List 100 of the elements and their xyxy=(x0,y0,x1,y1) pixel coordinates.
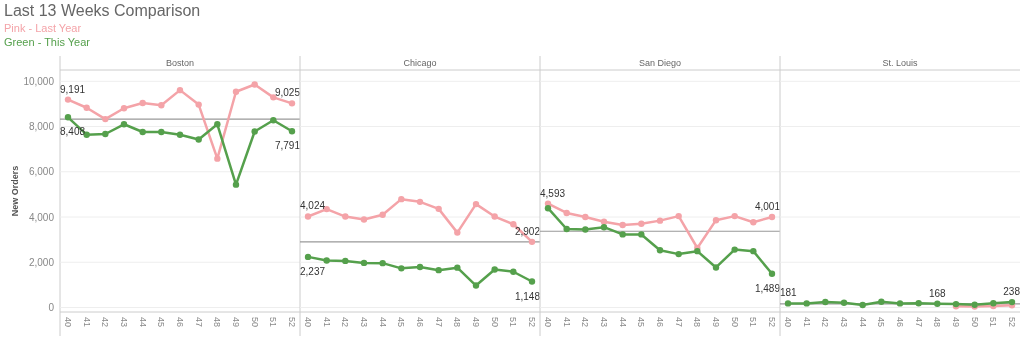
x-tick-label: 48 xyxy=(452,317,463,328)
point xyxy=(64,114,72,121)
point xyxy=(379,211,386,218)
x-tick-label: 46 xyxy=(174,317,185,328)
x-tick-label: 45 xyxy=(636,317,647,328)
point xyxy=(768,213,776,221)
x-tick-label: 42 xyxy=(580,317,591,328)
x-tick-label: 43 xyxy=(358,317,369,328)
x-tick-label: 40 xyxy=(782,317,793,328)
x-tick-label: 48 xyxy=(692,317,703,328)
data-label: 1,489 xyxy=(754,282,781,294)
x-tick-label: 49 xyxy=(230,317,241,328)
point xyxy=(712,216,720,224)
y-tick-label: 8,000 xyxy=(28,121,55,133)
point xyxy=(528,238,536,246)
point xyxy=(454,264,461,271)
point xyxy=(638,231,645,238)
x-tick-label: 47 xyxy=(673,317,684,328)
y-tick-label: 10,000 xyxy=(23,75,55,87)
point xyxy=(360,259,368,267)
x-tick-label: 51 xyxy=(988,317,999,328)
x-tick-label: 48 xyxy=(212,317,223,328)
x-tick-label: 47 xyxy=(433,317,444,328)
x-tick-label: 51 xyxy=(268,317,279,328)
point xyxy=(510,221,517,228)
point xyxy=(454,229,461,236)
point xyxy=(120,105,128,112)
x-tick-label: 43 xyxy=(838,317,849,328)
x-tick-label: 40 xyxy=(62,317,73,328)
x-tick-label: 40 xyxy=(302,317,313,328)
point xyxy=(510,268,517,275)
x-tick-label: 41 xyxy=(321,317,332,328)
point xyxy=(251,128,258,135)
point xyxy=(435,205,442,213)
x-tick-label: 46 xyxy=(414,317,425,328)
point xyxy=(195,101,202,108)
data-label: 9,025 xyxy=(274,87,301,99)
point xyxy=(139,99,146,107)
data-label: 168 xyxy=(928,287,947,299)
data-label: 4,024 xyxy=(300,200,326,212)
point xyxy=(600,223,608,231)
y-axis-title: New Orders xyxy=(10,165,20,217)
y-tick-label: 6,000 xyxy=(28,166,55,178)
point xyxy=(139,128,146,136)
x-tick-label: 45 xyxy=(396,317,407,328)
point xyxy=(582,226,589,233)
point xyxy=(416,198,424,206)
y-tick-label: 2,000 xyxy=(28,256,55,268)
point xyxy=(731,246,738,253)
x-tick-label: 47 xyxy=(913,317,924,328)
point xyxy=(750,247,757,255)
point xyxy=(102,115,109,123)
point xyxy=(656,217,664,224)
point xyxy=(582,213,589,221)
point xyxy=(176,131,184,138)
x-tick-label: 45 xyxy=(156,317,167,328)
x-tick-label: 52 xyxy=(526,317,537,328)
point xyxy=(472,200,480,208)
x-tick-label: 43 xyxy=(598,317,609,328)
point xyxy=(619,231,626,238)
x-tick-label: 45 xyxy=(876,317,887,328)
chart-subtitle: Chicago xyxy=(403,58,437,68)
x-tick-label: 42 xyxy=(820,317,831,328)
point xyxy=(323,257,330,264)
x-tick-label: 52 xyxy=(766,317,777,328)
x-tick-label: 40 xyxy=(542,317,553,328)
x-tick-label: 51 xyxy=(508,317,519,328)
point xyxy=(528,278,536,285)
data-label: 2,237 xyxy=(300,265,326,277)
point xyxy=(398,265,405,272)
x-tick-label: 46 xyxy=(654,317,665,328)
point xyxy=(491,213,498,220)
x-tick-label: 44 xyxy=(377,317,388,328)
point xyxy=(251,81,258,88)
data-label: 7,791 xyxy=(274,140,301,152)
point xyxy=(398,195,405,203)
x-tick-label: 41 xyxy=(81,317,92,328)
chart-title: Last 13 Weeks Comparison xyxy=(4,2,201,19)
chart-subtitle: St. Louis xyxy=(882,58,918,68)
point xyxy=(731,212,738,220)
point xyxy=(232,181,240,188)
x-tick-label: 50 xyxy=(969,317,980,328)
chart-subtitle: Boston xyxy=(165,58,195,68)
chart-subtitle: San Diego xyxy=(638,58,682,68)
point xyxy=(619,221,626,229)
point xyxy=(712,264,720,271)
point xyxy=(83,104,90,111)
point xyxy=(600,218,608,225)
point xyxy=(360,216,368,223)
point xyxy=(472,282,480,289)
text: Green - This Year xyxy=(4,36,91,48)
x-tick-label: 41 xyxy=(801,317,812,328)
point xyxy=(638,220,645,227)
point xyxy=(563,225,570,233)
point xyxy=(288,128,296,135)
x-tick-label: 51 xyxy=(748,317,759,328)
point xyxy=(195,136,202,143)
x-tick-label: 49 xyxy=(470,317,481,328)
x-tick-label: 42 xyxy=(100,317,111,328)
point xyxy=(435,266,442,274)
